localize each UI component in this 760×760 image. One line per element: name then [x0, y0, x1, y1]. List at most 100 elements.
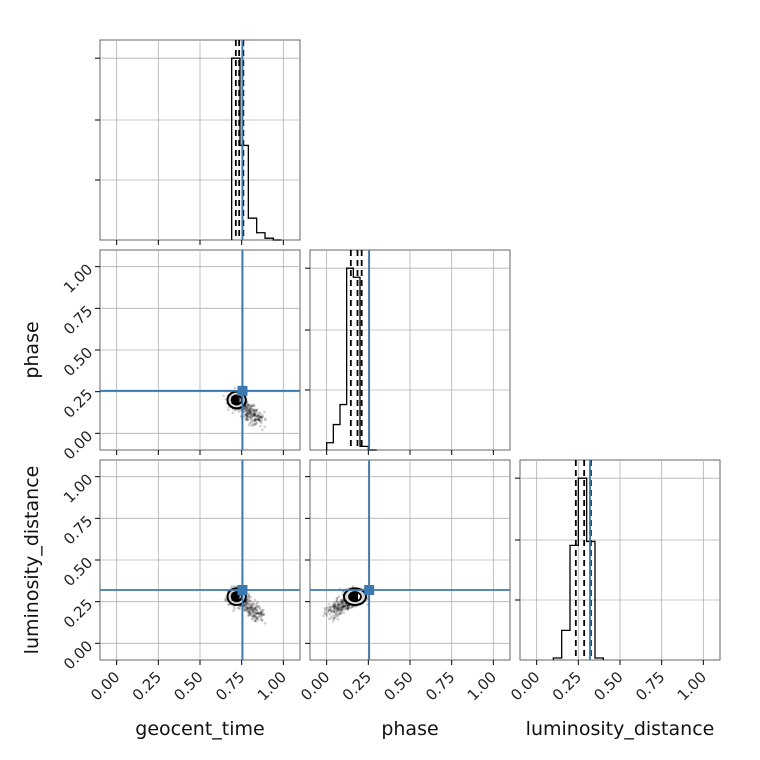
sample-point: [338, 601, 342, 604]
sample-point: [339, 598, 343, 602]
sample-point: [255, 414, 259, 418]
sample-point: [249, 413, 253, 417]
panel-geocent_time-luminosity_distance: 0.00 0.25 0.50 0.75 1.000.000.250.500.751.00…: [21, 459, 301, 740]
sample-point: [342, 605, 346, 608]
sample-point: [348, 606, 352, 609]
sample-point: [337, 609, 341, 612]
sample-point: [252, 608, 256, 611]
truth-point: [364, 585, 375, 595]
sample-point: [347, 606, 350, 610]
sample-point: [245, 406, 249, 410]
sample-point: [343, 608, 347, 611]
sample-point: [341, 607, 345, 611]
sample-point: [245, 417, 248, 421]
sample-point: [248, 416, 252, 419]
sample-point: [340, 600, 344, 604]
x-tick-label: 0.00: [87, 668, 123, 704]
sample-point: [243, 604, 247, 607]
sample-point: [227, 602, 231, 606]
x-tick-label: 0.75: [212, 668, 248, 704]
sample-point: [246, 614, 250, 617]
sample-point: [248, 606, 252, 609]
sample-point: [260, 416, 264, 419]
sample-point: [253, 607, 257, 610]
sample-point: [249, 612, 253, 615]
histogram-geocent_time: [231, 57, 282, 241]
sample-point: [259, 617, 263, 621]
sample-point: [257, 612, 261, 615]
sample-point: [339, 606, 343, 610]
sample-point: [243, 406, 246, 410]
sample-point: [255, 608, 259, 612]
sample-point: [345, 604, 349, 608]
sample-point: [340, 609, 344, 613]
sample-point: [339, 604, 342, 608]
sample-point: [335, 613, 338, 616]
sample-point: [252, 408, 256, 412]
sample-point: [335, 614, 339, 617]
sample-point: [349, 606, 353, 610]
sample-point: [263, 417, 267, 421]
sample-point: [259, 424, 262, 428]
sample-point: [254, 418, 257, 422]
sample-point: [247, 592, 251, 595]
sample-point: [263, 425, 266, 429]
sample-point: [252, 617, 255, 621]
sample-point: [249, 408, 252, 411]
x-tick-label: 0.25: [549, 668, 585, 704]
sample-point: [333, 610, 336, 614]
sample-point: [333, 605, 337, 608]
sample-point: [336, 608, 340, 612]
sample-point: [341, 605, 344, 608]
sample-point: [336, 607, 340, 611]
sample-point: [252, 419, 256, 423]
sample-point: [346, 604, 350, 607]
sample-point: [264, 418, 267, 422]
sample-point: [329, 605, 333, 609]
sample-point: [255, 408, 259, 412]
sample-point: [249, 407, 252, 410]
sample-point: [248, 415, 252, 419]
sample-point: [245, 413, 249, 416]
sample-point: [246, 608, 249, 612]
sample-point: [245, 606, 248, 610]
sample-point: [244, 603, 248, 607]
sample-point: [337, 602, 340, 606]
sample-point: [247, 403, 251, 407]
sample-point: [338, 606, 341, 610]
sample-point: [258, 615, 261, 619]
sample-point: [231, 411, 235, 415]
sample-point: [253, 614, 256, 618]
sample-point: [249, 602, 253, 606]
sample-point: [254, 422, 257, 425]
sample-point: [341, 600, 344, 603]
sample-point: [244, 414, 247, 417]
sample-point: [248, 408, 252, 412]
sample-point: [341, 605, 345, 608]
sample-point: [323, 606, 327, 610]
sample-point: [346, 607, 349, 610]
sample-point: [250, 607, 254, 610]
sample-point: [339, 608, 343, 612]
sample-point: [252, 412, 256, 416]
sample-point: [341, 608, 344, 611]
sample-point: [248, 409, 251, 413]
sample-point: [350, 605, 354, 609]
sample-point: [248, 609, 251, 613]
sample-point: [252, 403, 255, 406]
sample-point: [250, 415, 254, 418]
sample-point: [256, 417, 260, 420]
sample-point: [245, 606, 248, 609]
sample-point: [340, 608, 343, 612]
sample-point: [351, 605, 354, 609]
sample-point: [251, 609, 255, 613]
sample-point: [255, 417, 259, 420]
sample-point: [335, 612, 338, 615]
sample-point: [245, 415, 249, 419]
sample-point: [238, 607, 241, 611]
sample-point: [340, 603, 344, 606]
sample-point: [253, 611, 256, 615]
sample-point: [237, 410, 241, 413]
sample-point: [259, 611, 262, 615]
sample-point: [345, 607, 348, 610]
